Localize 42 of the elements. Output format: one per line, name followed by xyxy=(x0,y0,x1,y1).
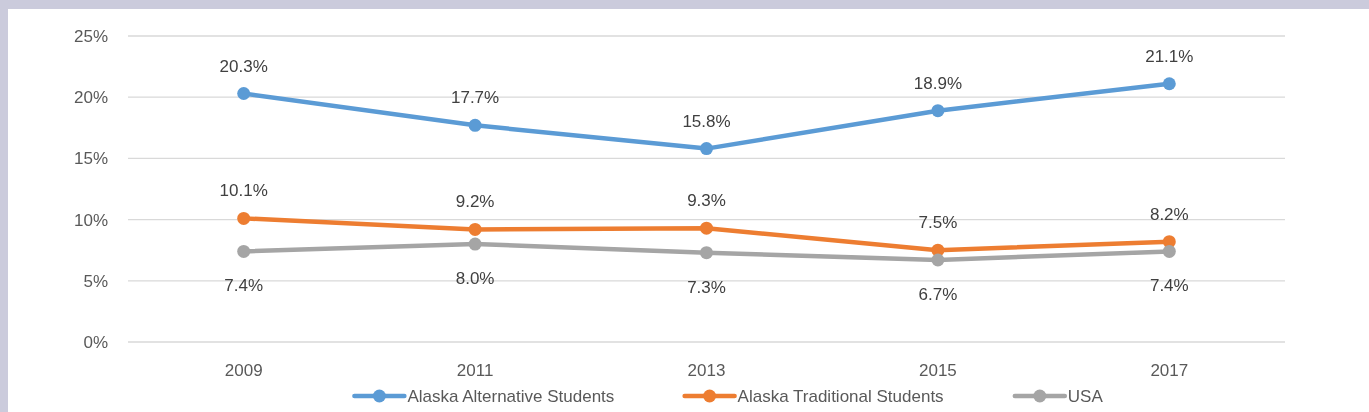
data-label: 17.7% xyxy=(451,88,500,108)
point xyxy=(1162,77,1176,91)
data-label: 7.4% xyxy=(224,276,264,296)
y-tick-label: 10% xyxy=(73,210,108,230)
data-label: 9.2% xyxy=(455,192,495,212)
x-tick-label: 2009 xyxy=(224,361,263,380)
point xyxy=(237,244,251,258)
data-label: 8.2% xyxy=(1149,204,1189,224)
data-label: 18.9% xyxy=(913,73,962,93)
point xyxy=(700,142,713,156)
y-tick-label: 15% xyxy=(73,149,108,169)
data-label: 9.3% xyxy=(687,191,726,211)
data-label: 7.3% xyxy=(687,277,726,297)
point xyxy=(700,221,713,235)
data-label: 20.3% xyxy=(219,56,268,76)
y-tick-label: 25% xyxy=(73,26,108,46)
data-label: 7.5% xyxy=(918,213,958,233)
y-tick-label: 20% xyxy=(73,88,108,108)
data-label: 21.1% xyxy=(1145,46,1194,66)
point xyxy=(468,118,482,132)
legend-label: USA xyxy=(1067,386,1104,406)
point xyxy=(237,87,251,101)
y-tick-label: 5% xyxy=(83,271,108,291)
y-tick-label: 0% xyxy=(83,332,108,352)
legend-label: Alaska Alternative Students xyxy=(407,386,615,406)
data-label: 8.0% xyxy=(455,269,495,289)
data-label: 15.8% xyxy=(682,111,731,131)
x-tick-label: 2017 xyxy=(1150,361,1189,380)
point xyxy=(931,253,945,267)
x-tick-label: 2015 xyxy=(918,361,957,380)
x-tick-label: 2013 xyxy=(687,361,726,380)
legend-label: Alaska Traditional Students xyxy=(737,386,944,406)
point xyxy=(468,237,482,251)
data-label: 6.7% xyxy=(918,284,958,304)
point xyxy=(700,246,713,260)
point xyxy=(1162,244,1176,258)
point xyxy=(931,104,945,118)
x-tick-label: 2011 xyxy=(456,361,494,380)
point xyxy=(468,222,482,236)
data-label: 10.1% xyxy=(219,181,268,201)
point xyxy=(237,211,251,225)
data-label: 7.4% xyxy=(1149,276,1189,296)
